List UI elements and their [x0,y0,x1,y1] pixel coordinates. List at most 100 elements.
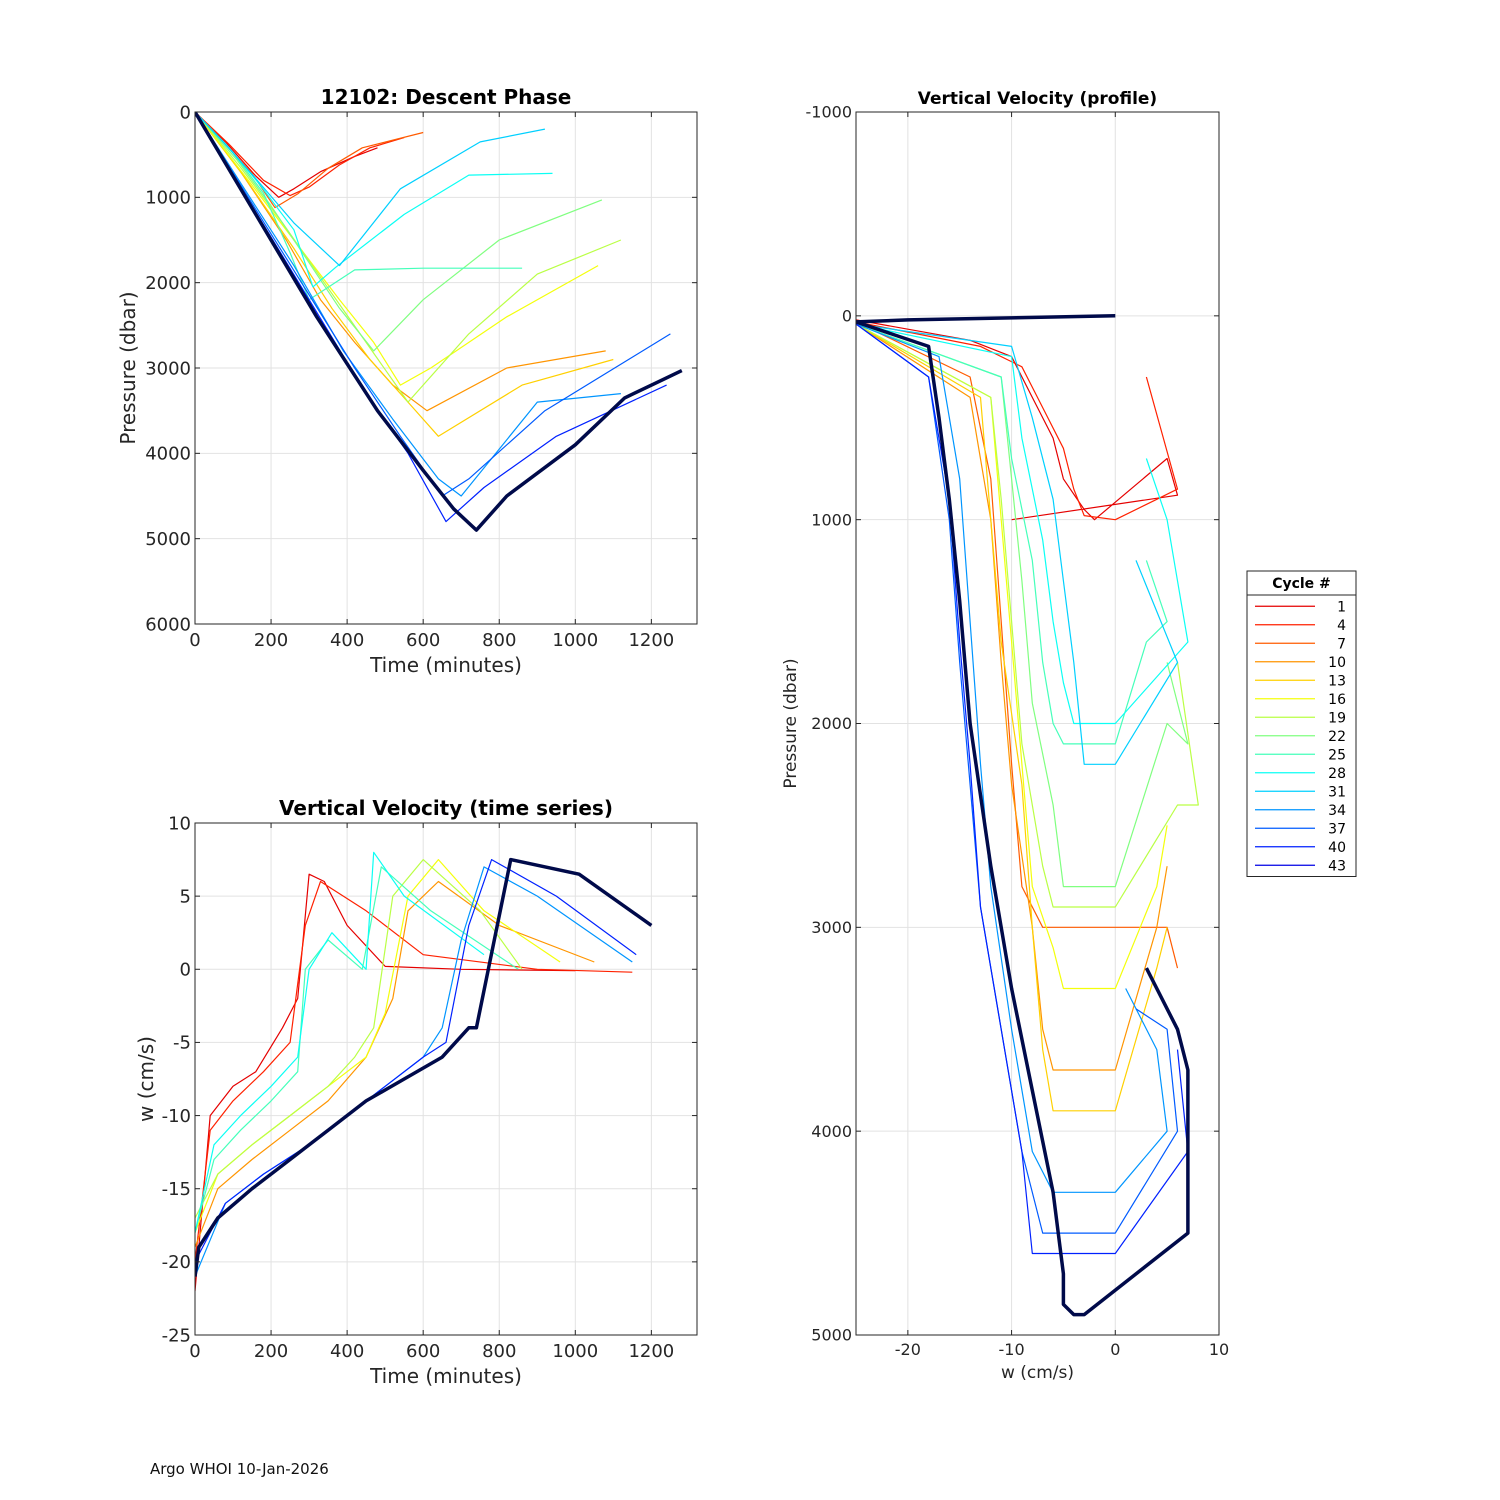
series-line-cycle-19 [856,323,1199,908]
y-axis-label: w (cm/s) [134,1036,158,1122]
x-tick-label: 400 [330,1341,364,1362]
series-line-cycle-43 [195,857,653,1277]
y-tick-label: 10 [168,813,191,834]
legend-label-cycle-28: 28 [1328,766,1346,782]
y-tick-label: 5000 [811,1326,852,1345]
y-tick-label: 5 [180,886,191,907]
series-line-cycle-43 [856,314,1190,1317]
x-tick-label: 600 [406,1341,440,1362]
legend: Cycle # 1 4 7 10 13 16 19 22 25 28 31 34 37 40 43 [1246,570,1357,877]
y-tick-label: 3000 [145,358,191,379]
series-line-cycle-37 [195,112,671,497]
series-line-cycle-43 [195,112,683,532]
x-axis-label: Time (minutes) [369,1364,522,1388]
chart-title: Vertical Velocity (time series) [279,796,613,820]
series-line-cycle-25 [856,323,1168,745]
legend-label-cycle-37: 37 [1328,821,1346,837]
y-tick-label: -10 [162,1106,191,1127]
y-tick-label: -15 [162,1179,191,1200]
x-tick-label: 1000 [552,1341,598,1362]
series-line-cycle-22 [856,323,1189,888]
series-line-cycle-34 [856,323,1168,1193]
legend-label-cycle-1: 1 [1337,599,1346,615]
y-tick-label: 5000 [145,529,191,550]
series-line-cycle-7 [856,321,1179,969]
axes-frame [194,822,698,1336]
legend-label-cycle-19: 19 [1328,710,1346,726]
series-line-cycle-19 [195,858,523,1219]
legend-label-cycle-31: 31 [1328,784,1346,800]
series-line-cycle-31 [195,112,546,267]
y-axis-label: Pressure (dbar) [116,291,140,444]
y-tick-label: 4000 [811,1122,852,1141]
y-tick-label: 2000 [811,714,852,733]
series-group [195,112,683,532]
x-tick-label: 10 [1209,1340,1229,1359]
x-tick-label: 0 [1110,1340,1120,1359]
y-tick-label: -1000 [806,103,853,122]
y-tick-label: 1000 [145,188,191,209]
x-tick-label: 200 [254,1341,288,1362]
legend-label-cycle-7: 7 [1337,636,1346,652]
series-line-cycle-4 [856,321,1179,521]
x-tick-label: 800 [482,1341,516,1362]
chart-2: 0 200 400 600 800 1000 1200 -25 -20 -15 -10 -5 0 5 10 V… [134,796,698,1388]
x-tick-label: 600 [406,630,440,651]
series-line-cycle-28 [195,851,485,1233]
chart-title: 12102: Descent Phase [321,85,572,109]
legend-box [1246,570,1357,877]
y-tick-label: 4000 [145,444,191,465]
legend-label-cycle-13: 13 [1328,673,1346,689]
series-line-cycle-28 [856,323,1189,725]
y-tick-label: -5 [173,1033,191,1054]
series-group [856,314,1199,1317]
x-axis-label: w (cm/s) [1001,1363,1074,1383]
series-group [195,851,653,1292]
x-tick-label: 800 [482,630,516,651]
series-line-cycle-13 [856,323,1168,1112]
y-tick-label: 1000 [811,510,852,529]
chart-1: 0 200 400 600 800 1000 1200 0 1000 2000 3000 4000 50… [116,85,698,677]
legend-label-cycle-25: 25 [1328,747,1346,763]
y-tick-label: -25 [162,1325,191,1346]
footer-credit: Argo WHOI 10-Jan-2026 [150,1460,329,1478]
plot-area [195,823,697,1335]
chart-title: Vertical Velocity (profile) [918,89,1157,109]
x-tick-label: 1200 [628,630,674,651]
series-line-cycle-31 [856,323,1179,765]
chart-3: -20 -10 0 10 -1000 0 1000 2000 3000 4000 5000 Verti… [781,89,1229,1383]
x-axis-label: Time (minutes) [369,653,522,677]
legend-title: Cycle # [1272,576,1331,592]
series-line-cycle-4 [195,880,633,1262]
series-line-cycle-22 [195,112,603,352]
y-tick-label: 6000 [145,614,191,635]
y-tick-label: 0 [180,960,191,981]
series-line-cycle-40 [195,858,637,1263]
x-tick-label: -20 [895,1340,921,1359]
y-tick-label: 3000 [811,918,852,937]
series-line-cycle-16 [856,323,1168,990]
series-line-cycle-19 [195,112,622,403]
x-tick-label: 200 [254,630,288,651]
legend-label-cycle-4: 4 [1337,618,1346,634]
x-tick-label: 400 [330,630,364,651]
x-tick-label: 0 [189,1341,200,1362]
y-tick-label: 2000 [145,273,191,294]
legend-label-cycle-22: 22 [1328,729,1346,745]
legend-label-cycle-16: 16 [1328,692,1346,708]
legend-label-cycle-34: 34 [1328,803,1346,819]
legend-label-cycle-43: 43 [1328,858,1346,874]
y-tick-label: 0 [842,306,852,325]
y-tick-label: -20 [162,1252,191,1273]
series-line-cycle-25 [195,866,519,1233]
series-line-cycle-4 [195,112,405,197]
y-tick-label: 0 [180,102,191,123]
series-line-cycle-13 [195,112,614,437]
x-tick-label: -10 [999,1340,1025,1359]
legend-label-cycle-40: 40 [1328,840,1346,856]
x-tick-label: 0 [189,630,200,651]
legend-label-cycle-10: 10 [1328,655,1346,671]
y-axis-label: Pressure (dbar) [781,658,801,788]
series-line-cycle-1 [856,319,1179,521]
